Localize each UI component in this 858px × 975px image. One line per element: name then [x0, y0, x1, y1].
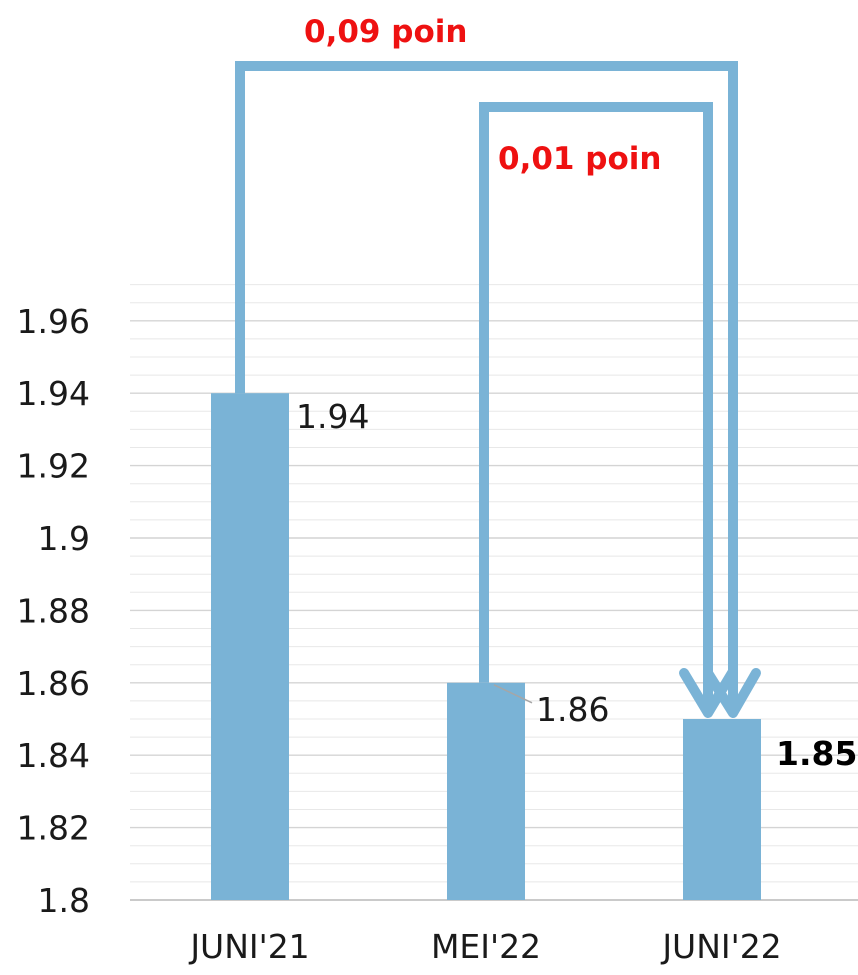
y-tick-label: 1.84 [17, 736, 90, 775]
arrow-juni21-to-juni22 [235, 61, 738, 711]
annotation-label: 0,01 poin [498, 141, 661, 177]
data-label: 1.94 [296, 397, 369, 436]
bars [211, 393, 761, 900]
y-tick-label: 1.86 [17, 664, 90, 703]
arrowhead [679, 668, 737, 718]
bar [211, 393, 289, 900]
x-tick-label: JUNI'22 [660, 927, 781, 966]
y-tick-label: 1.88 [17, 591, 90, 630]
leader-line [493, 684, 533, 704]
y-tick-label: 1.8 [38, 881, 90, 920]
change-arrows [235, 61, 761, 718]
y-tick-label: 1.96 [17, 302, 90, 341]
arrowhead [703, 668, 761, 718]
x-tick-label: JUNI'21 [188, 927, 309, 966]
arrow-mei22-to-juni22 [479, 102, 713, 711]
bar [683, 719, 761, 900]
bar [447, 682, 525, 900]
x-tick-label: MEI'22 [431, 927, 541, 966]
y-tick-label: 1.94 [17, 374, 90, 413]
annotations: 0,09 poin 0,01 poin [304, 14, 661, 177]
y-tick-label: 1.92 [17, 447, 90, 486]
x-axis: JUNI'21 MEI'22 JUNI'22 [188, 927, 781, 966]
data-label-highlighted: 1.85 [776, 734, 857, 773]
annotation-label: 0,09 poin [304, 14, 467, 50]
y-axis: 1.8 1.82 1.84 1.86 1.88 1.9 1.92 1.94 1.96 [17, 302, 90, 920]
data-label: 1.86 [536, 690, 609, 729]
y-tick-label: 1.9 [38, 519, 90, 558]
data-labels: 1.94 1.86 1.85 [296, 397, 857, 773]
y-tick-label: 1.82 [17, 809, 90, 848]
